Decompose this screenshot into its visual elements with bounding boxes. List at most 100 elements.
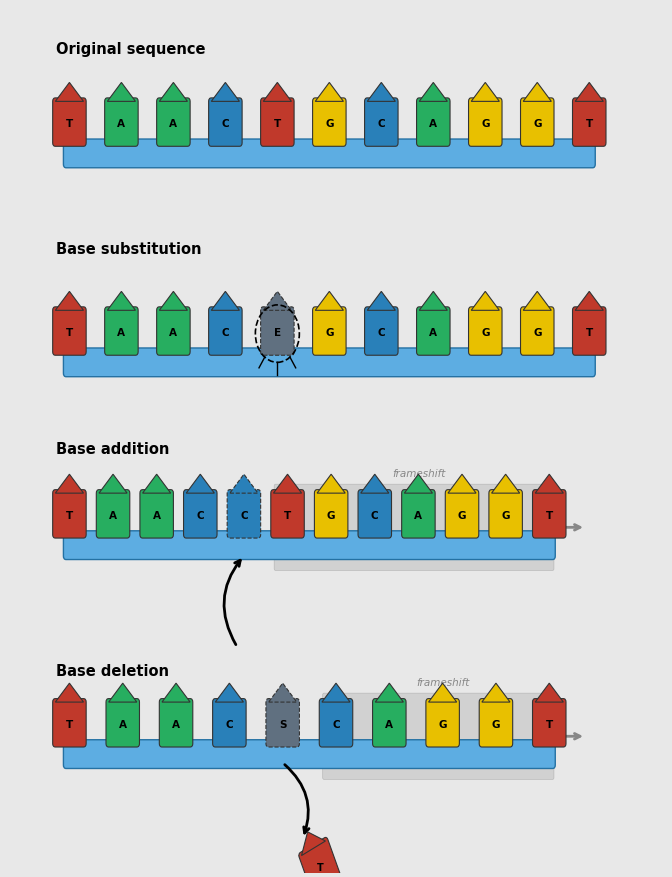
- Text: T: T: [284, 511, 291, 521]
- Polygon shape: [263, 82, 292, 102]
- FancyBboxPatch shape: [208, 307, 242, 355]
- Text: A: A: [429, 119, 437, 129]
- Text: C: C: [378, 119, 385, 129]
- FancyBboxPatch shape: [314, 489, 348, 538]
- Text: G: G: [458, 511, 466, 521]
- Polygon shape: [263, 291, 292, 310]
- FancyBboxPatch shape: [312, 98, 346, 146]
- Polygon shape: [448, 474, 476, 493]
- Text: G: G: [481, 119, 489, 129]
- Polygon shape: [491, 474, 519, 493]
- FancyBboxPatch shape: [157, 98, 190, 146]
- Polygon shape: [317, 474, 345, 493]
- Text: T: T: [317, 863, 324, 873]
- FancyBboxPatch shape: [105, 307, 138, 355]
- Text: T: T: [66, 328, 73, 339]
- Text: G: G: [533, 119, 542, 129]
- Polygon shape: [419, 82, 448, 102]
- Polygon shape: [575, 291, 603, 310]
- Text: C: C: [222, 328, 229, 339]
- Polygon shape: [575, 82, 603, 102]
- FancyBboxPatch shape: [183, 489, 217, 538]
- Text: T: T: [546, 511, 553, 521]
- Polygon shape: [211, 291, 239, 310]
- Text: A: A: [385, 720, 393, 730]
- Text: G: G: [481, 328, 489, 339]
- Text: C: C: [332, 720, 340, 730]
- FancyBboxPatch shape: [159, 699, 193, 747]
- Polygon shape: [429, 683, 457, 702]
- FancyBboxPatch shape: [532, 699, 566, 747]
- Text: A: A: [118, 328, 126, 339]
- Text: G: G: [492, 720, 500, 730]
- FancyBboxPatch shape: [489, 489, 522, 538]
- FancyBboxPatch shape: [271, 489, 304, 538]
- FancyBboxPatch shape: [52, 699, 86, 747]
- FancyBboxPatch shape: [573, 98, 606, 146]
- Polygon shape: [162, 683, 190, 702]
- Polygon shape: [367, 291, 395, 310]
- FancyBboxPatch shape: [274, 484, 554, 570]
- Polygon shape: [186, 474, 214, 493]
- Text: G: G: [327, 511, 335, 521]
- FancyBboxPatch shape: [52, 307, 86, 355]
- Polygon shape: [482, 683, 510, 702]
- Text: G: G: [501, 511, 510, 521]
- Text: Original sequence: Original sequence: [56, 42, 206, 57]
- Polygon shape: [55, 474, 83, 493]
- FancyBboxPatch shape: [358, 489, 392, 538]
- FancyBboxPatch shape: [106, 699, 140, 747]
- FancyBboxPatch shape: [446, 489, 478, 538]
- FancyBboxPatch shape: [319, 699, 353, 747]
- FancyBboxPatch shape: [417, 307, 450, 355]
- FancyBboxPatch shape: [266, 699, 300, 747]
- Polygon shape: [142, 474, 171, 493]
- FancyBboxPatch shape: [52, 489, 86, 538]
- FancyBboxPatch shape: [261, 307, 294, 355]
- Text: C: C: [196, 511, 204, 521]
- Polygon shape: [405, 474, 433, 493]
- Text: T: T: [585, 119, 593, 129]
- FancyBboxPatch shape: [426, 699, 460, 747]
- Polygon shape: [419, 291, 448, 310]
- Text: T: T: [66, 119, 73, 129]
- FancyBboxPatch shape: [365, 98, 398, 146]
- FancyBboxPatch shape: [63, 740, 555, 768]
- Text: A: A: [429, 328, 437, 339]
- Polygon shape: [367, 82, 395, 102]
- Text: Base substitution: Base substitution: [56, 242, 202, 257]
- FancyBboxPatch shape: [63, 139, 595, 168]
- Text: T: T: [585, 328, 593, 339]
- Text: E: E: [274, 328, 281, 339]
- FancyBboxPatch shape: [365, 307, 398, 355]
- Polygon shape: [159, 291, 187, 310]
- FancyBboxPatch shape: [532, 489, 566, 538]
- Text: Base deletion: Base deletion: [56, 665, 169, 680]
- Text: G: G: [533, 328, 542, 339]
- Text: G: G: [325, 328, 333, 339]
- Text: T: T: [66, 511, 73, 521]
- Polygon shape: [269, 683, 297, 702]
- Polygon shape: [99, 474, 127, 493]
- FancyBboxPatch shape: [227, 489, 261, 538]
- Polygon shape: [471, 291, 499, 310]
- Polygon shape: [471, 82, 499, 102]
- FancyBboxPatch shape: [63, 531, 555, 560]
- Text: A: A: [119, 720, 127, 730]
- Polygon shape: [55, 291, 83, 310]
- FancyBboxPatch shape: [417, 98, 450, 146]
- Polygon shape: [523, 82, 551, 102]
- Text: A: A: [118, 119, 126, 129]
- FancyBboxPatch shape: [63, 348, 595, 377]
- Text: T: T: [66, 720, 73, 730]
- Text: C: C: [222, 119, 229, 129]
- FancyBboxPatch shape: [402, 489, 435, 538]
- Text: G: G: [438, 720, 447, 730]
- FancyBboxPatch shape: [521, 98, 554, 146]
- Text: A: A: [109, 511, 117, 521]
- FancyBboxPatch shape: [521, 307, 554, 355]
- FancyBboxPatch shape: [140, 489, 173, 538]
- Polygon shape: [302, 832, 325, 856]
- FancyBboxPatch shape: [468, 98, 502, 146]
- FancyBboxPatch shape: [573, 307, 606, 355]
